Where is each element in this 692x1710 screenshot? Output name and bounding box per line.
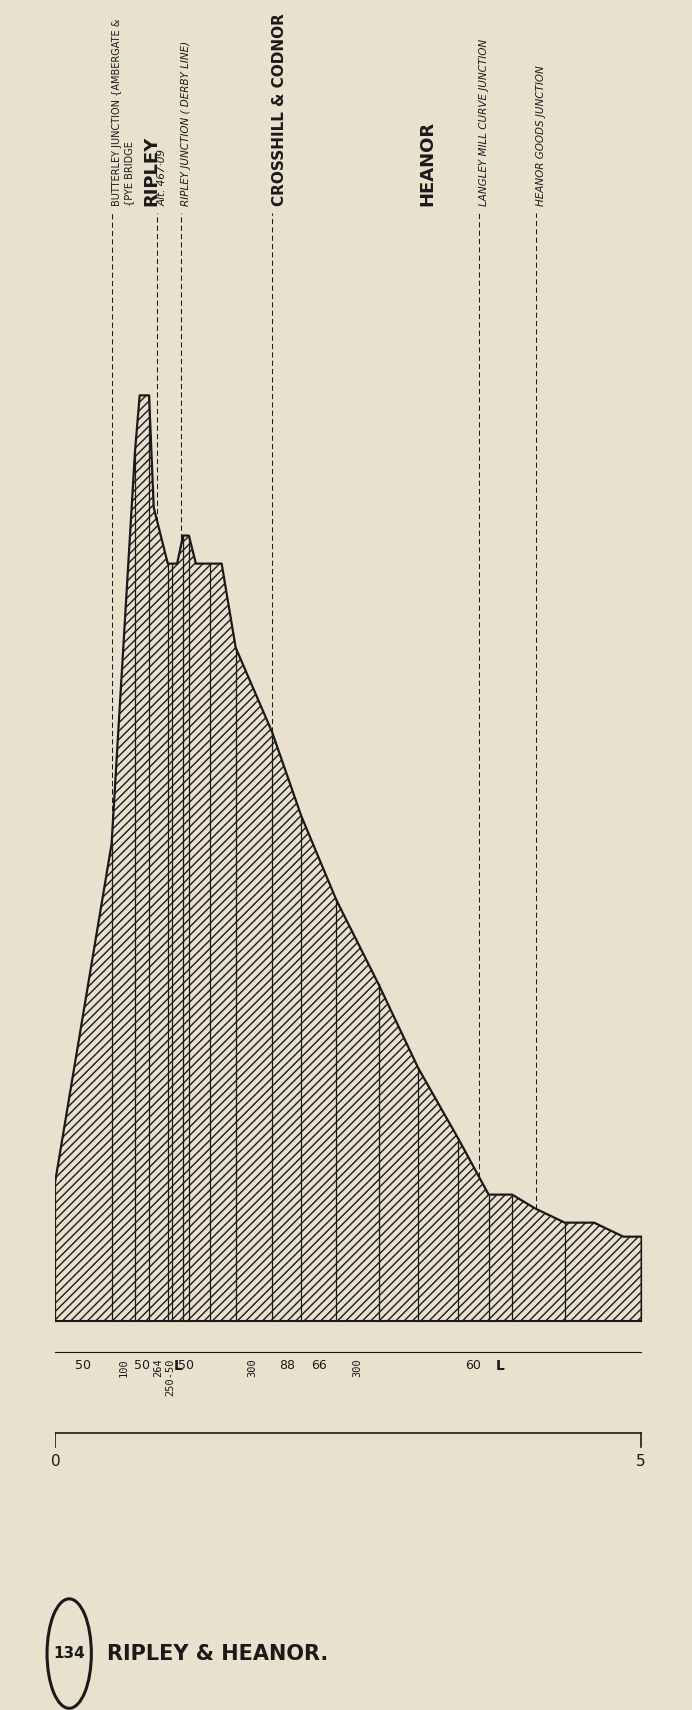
Text: 50: 50 bbox=[75, 1359, 91, 1371]
Text: L: L bbox=[496, 1359, 504, 1373]
Text: RIPLEY & HEANOR.: RIPLEY & HEANOR. bbox=[107, 1643, 329, 1664]
Text: BUTTERLEY JUNCTION {AMBERGATE &
{PYE BRIDGE: BUTTERLEY JUNCTION {AMBERGATE & {PYE BRI… bbox=[111, 19, 134, 207]
Text: 300: 300 bbox=[247, 1359, 257, 1378]
Text: RIPLEY JUNCTION ( DERBY LINE): RIPLEY JUNCTION ( DERBY LINE) bbox=[181, 41, 191, 207]
Text: 66: 66 bbox=[311, 1359, 327, 1371]
Text: 134: 134 bbox=[53, 1647, 85, 1660]
Text: 0: 0 bbox=[51, 1454, 60, 1469]
Polygon shape bbox=[55, 395, 641, 1320]
Text: Alt. 467·09: Alt. 467·09 bbox=[157, 149, 167, 207]
Text: 300: 300 bbox=[352, 1359, 363, 1378]
Text: RIPLEY: RIPLEY bbox=[142, 135, 160, 207]
Text: LANGLEY MILL CURVE JUNCTION: LANGLEY MILL CURVE JUNCTION bbox=[480, 39, 489, 207]
Text: CROSSHILL & CODNOR: CROSSHILL & CODNOR bbox=[272, 14, 287, 207]
Text: HEANOR GOODS JUNCTION: HEANOR GOODS JUNCTION bbox=[536, 65, 545, 207]
Text: 100: 100 bbox=[118, 1359, 128, 1378]
Text: 60: 60 bbox=[466, 1359, 482, 1371]
Text: HEANOR: HEANOR bbox=[419, 121, 437, 207]
Text: 88: 88 bbox=[279, 1359, 295, 1371]
Text: 5: 5 bbox=[636, 1454, 646, 1469]
Text: 250-50: 250-50 bbox=[165, 1359, 176, 1395]
Text: L: L bbox=[173, 1359, 182, 1373]
Text: 50: 50 bbox=[134, 1359, 150, 1371]
Text: 264: 264 bbox=[154, 1359, 163, 1378]
Text: 50: 50 bbox=[178, 1359, 194, 1371]
